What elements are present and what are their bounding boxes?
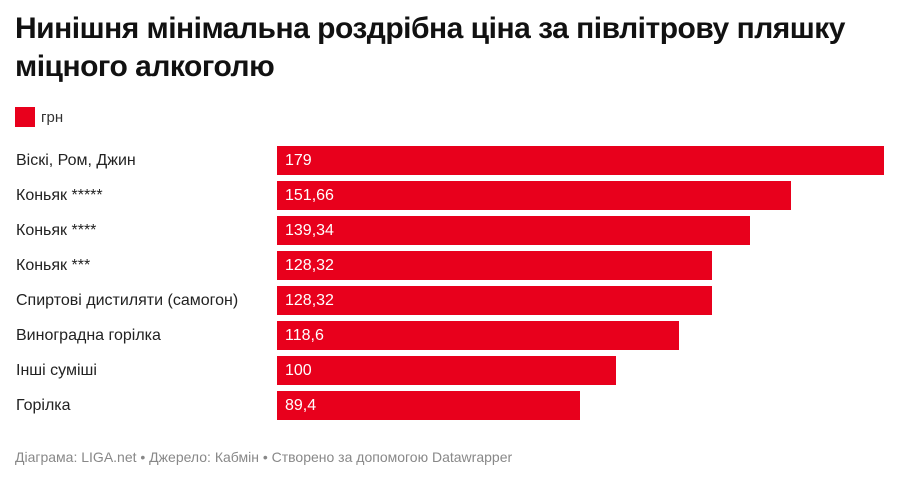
value-label: 151,66 bbox=[285, 187, 334, 204]
value-label: 100 bbox=[285, 362, 312, 379]
value-label: 128,32 bbox=[285, 292, 334, 309]
category-label: Коньяк *** bbox=[16, 257, 91, 274]
bar-row: Коньяк **** 139,34 bbox=[0, 216, 900, 245]
bar: 128,32 bbox=[277, 286, 713, 315]
bar-row: Інші суміші 100 bbox=[0, 356, 900, 385]
bar: 89,4 bbox=[277, 391, 581, 420]
value-label: 139,34 bbox=[285, 222, 334, 239]
category-label: Горілка bbox=[16, 397, 71, 414]
category-label: Віскі, Ром, Джин bbox=[16, 152, 136, 169]
bar-row: Коньяк ***** 151,66 bbox=[0, 181, 900, 210]
category-label: Спиртові дистиляти (самогон) bbox=[16, 292, 239, 309]
bar-row: Виноградна горілка 118,6 bbox=[0, 321, 900, 350]
bar-row: Коньяк *** 128,32 bbox=[0, 251, 900, 280]
value-label: 179 bbox=[285, 152, 312, 169]
legend-label: грн bbox=[41, 108, 64, 126]
category-label: Виноградна горілка bbox=[16, 327, 161, 344]
bar-row: Спиртові дистиляти (самогон) 128,32 bbox=[0, 286, 900, 315]
value-label: 89,4 bbox=[285, 397, 317, 414]
legend: грн bbox=[15, 107, 63, 127]
bar: 100 bbox=[277, 356, 617, 385]
category-label: Інші суміші bbox=[16, 362, 97, 379]
bar: 128,32 bbox=[277, 251, 713, 280]
bar: 179 bbox=[277, 146, 884, 175]
category-label: Коньяк ***** bbox=[16, 187, 103, 204]
chart-title: Нинішня мінімальна роздрібна ціна за пів… bbox=[15, 12, 845, 83]
bar-row: Віскі, Ром, Джин 179 bbox=[0, 146, 900, 175]
legend-swatch bbox=[15, 107, 35, 127]
value-label: 128,32 bbox=[285, 257, 334, 274]
bar-row: Горілка 89,4 bbox=[0, 391, 900, 420]
value-label: 118,6 bbox=[285, 327, 324, 344]
category-label: Коньяк **** bbox=[16, 222, 97, 239]
footer-source: Діаграма: LIGA.net • Джерело: Кабмін • С… bbox=[15, 449, 513, 465]
bar: 118,6 bbox=[277, 321, 680, 350]
bar: 151,66 bbox=[277, 181, 792, 210]
bar: 139,34 bbox=[277, 216, 750, 245]
